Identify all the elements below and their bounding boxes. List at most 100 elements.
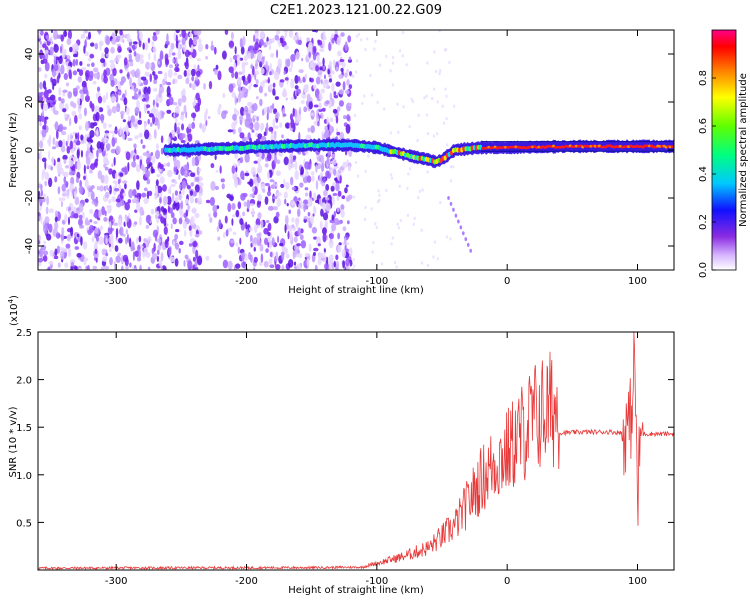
spectrogram-cell xyxy=(67,91,73,99)
spectrogram-cell xyxy=(182,88,186,98)
spectrogram-cell xyxy=(195,76,199,81)
spectrogram-cell xyxy=(261,56,265,65)
spectrogram-cell xyxy=(369,73,372,78)
spectrogram-cell xyxy=(321,107,326,112)
spectrogram-cell xyxy=(136,180,140,191)
spectrogram-cell xyxy=(201,123,207,133)
spectrogram-cell xyxy=(50,94,56,101)
spectrogram-cell xyxy=(389,69,392,73)
spectrogram-cell xyxy=(127,161,130,172)
spectrogram-cell xyxy=(205,44,209,50)
spectrogram-cell xyxy=(284,30,288,38)
spectrogram-cell xyxy=(243,201,247,207)
spectrogram-cell xyxy=(122,254,129,263)
spectrogram-cell xyxy=(420,228,423,232)
spectrogram-cell xyxy=(107,187,111,191)
spectrogram-cell xyxy=(64,113,68,118)
spectrogram-cell xyxy=(135,155,140,160)
spectrogram-cell xyxy=(253,246,256,252)
spectrogram-cell xyxy=(158,163,164,170)
spectrogram-cell xyxy=(321,202,327,211)
spectrogram-cell xyxy=(385,188,388,193)
spectrogram-cell xyxy=(155,149,161,160)
spectrogram-cell xyxy=(196,35,200,40)
spectrogram-cell xyxy=(65,82,70,87)
spectrogram-cell xyxy=(172,101,178,106)
spectrogram-cell xyxy=(80,236,83,246)
spectrogram-cell xyxy=(376,100,379,105)
spectrogram-cell xyxy=(227,260,233,270)
spectrogram-cell xyxy=(74,196,80,206)
spectrogram-cell xyxy=(147,118,150,125)
spectrogram-cell xyxy=(52,54,58,58)
spectrogram-cell xyxy=(376,200,380,204)
spectrogram-cell xyxy=(300,100,305,104)
spectrogram-cell xyxy=(80,134,84,141)
spectrogram-cell xyxy=(252,102,258,112)
spectrogram-cell xyxy=(144,169,151,179)
spectrogram-cell xyxy=(183,104,187,115)
spectrogram-cell xyxy=(175,228,180,233)
spectrogram-cell xyxy=(72,88,78,92)
snr-y-multiplier-base: (x10 xyxy=(9,303,20,326)
spectrogram-cell xyxy=(194,197,199,204)
spectrogram-cell xyxy=(259,151,263,158)
spectrogram-cell xyxy=(307,127,311,133)
spectrogram-cell xyxy=(285,97,288,101)
spectrogram-cell xyxy=(45,206,49,215)
spectrogram-cell xyxy=(217,70,222,81)
spectrogram-cell xyxy=(346,78,350,86)
spectrogram-cell xyxy=(191,83,197,90)
spectrogram-cell xyxy=(46,195,49,206)
spectrogram-cell xyxy=(272,196,278,200)
spectrogram-cell xyxy=(182,187,185,196)
spectrogram-cell xyxy=(108,221,112,229)
spectrogram-cell xyxy=(316,54,320,63)
spectrogram-cell xyxy=(297,227,302,236)
spectrogram-cell xyxy=(128,188,134,199)
spectrogram-cell xyxy=(88,224,94,234)
spectrogram-cell xyxy=(182,44,187,53)
spectrogram-cell xyxy=(325,170,330,179)
spectrogram-cell xyxy=(94,42,99,50)
spectrogram-cell xyxy=(397,130,400,134)
spectrogram-cell xyxy=(304,187,309,191)
spectrogram-cell xyxy=(323,118,328,124)
spectrogram-cell xyxy=(61,61,65,66)
spectrogram-cell xyxy=(249,118,253,124)
spectrogram-cell xyxy=(132,251,135,262)
spectrogram-cell xyxy=(83,107,87,117)
spectrogram-cell xyxy=(168,96,174,106)
spectrogram-cell xyxy=(328,60,332,67)
spectrogram-cell xyxy=(172,217,177,225)
spectrogram-cell xyxy=(447,196,450,200)
spectrogram-cell xyxy=(332,59,336,67)
spectrogram-cell xyxy=(351,74,354,78)
spectrogram-cell xyxy=(336,106,341,112)
spectrogram-cell xyxy=(336,207,340,213)
spectrogram-cell xyxy=(115,227,119,238)
spectrogram-cell xyxy=(110,148,117,154)
spectrogram-cell xyxy=(238,115,244,121)
spectrogram-cell xyxy=(231,91,236,98)
spectrogram-cell xyxy=(117,45,122,53)
spectrogram-cell xyxy=(391,61,395,65)
spectrogram-cell xyxy=(211,40,214,46)
spectrogram-cell xyxy=(181,95,187,103)
spectrogram-cell xyxy=(364,169,367,173)
spectrogram-cell xyxy=(261,135,267,142)
spectrogram-cell xyxy=(449,165,453,169)
spectrogram-cell xyxy=(184,199,188,205)
spectrogram-cell xyxy=(330,70,335,75)
spectrogram-cell xyxy=(222,231,226,239)
spectrogram-cell xyxy=(222,93,226,98)
spectrogram-cell xyxy=(336,220,341,225)
spectrogram-cell xyxy=(44,171,50,181)
spectrogram-cell xyxy=(170,212,175,219)
spectrogram-cell xyxy=(333,210,337,218)
spectrogram-cell xyxy=(256,201,261,208)
spectrogram-cell xyxy=(115,93,119,103)
spectrogram-cell xyxy=(251,129,255,133)
spectrogram-cell xyxy=(377,189,380,193)
spectrogram-cell xyxy=(213,210,218,218)
